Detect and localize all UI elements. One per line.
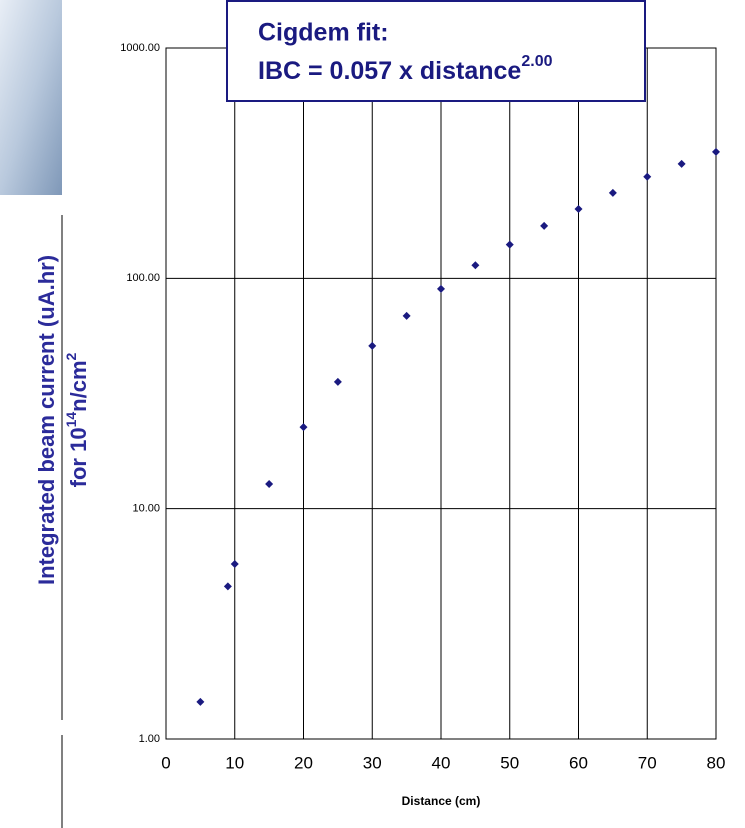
data-point bbox=[368, 342, 376, 350]
x-tick-label: 50 bbox=[500, 753, 519, 772]
plot-area: 1.00 10.00 100.00 1000.00 0 10 20 30 40 50 60 70 80 bbox=[120, 42, 725, 773]
annotation-box bbox=[227, 1, 645, 101]
y-axis-title-part: n/cm bbox=[66, 360, 91, 411]
data-point bbox=[403, 312, 411, 320]
y-tick-label: 1.00 bbox=[139, 733, 160, 745]
annotation-text: IBC = 0.057 x distance bbox=[258, 57, 521, 85]
y-tick-label: 1000.00 bbox=[120, 42, 160, 54]
annotation-line: IBC = 0.057 x distance2.00 bbox=[258, 53, 553, 84]
data-point bbox=[334, 378, 342, 386]
x-tick-label: 20 bbox=[294, 753, 313, 772]
data-point bbox=[575, 205, 583, 213]
data-point bbox=[437, 285, 445, 293]
y-axis-title-line: Integrated beam current (uA.hr) bbox=[34, 255, 59, 585]
x-tick-label: 70 bbox=[638, 753, 657, 772]
x-tick-label: 40 bbox=[432, 753, 451, 772]
data-point bbox=[506, 241, 514, 249]
x-tick-label: 80 bbox=[707, 753, 726, 772]
x-tick-label: 60 bbox=[569, 753, 588, 772]
data-point bbox=[609, 189, 617, 197]
data-point bbox=[678, 160, 686, 168]
data-point bbox=[224, 582, 232, 590]
data-point bbox=[540, 222, 548, 230]
data-point bbox=[231, 560, 239, 568]
annotation-line: Cigdem fit: bbox=[258, 19, 389, 47]
data-point bbox=[300, 423, 308, 431]
y-axis-title-part: for 10 bbox=[66, 427, 91, 487]
y-tick-label: 100.00 bbox=[126, 272, 160, 284]
y-axis-title-sup: 14 bbox=[63, 412, 79, 428]
annotation-exponent: 2.00 bbox=[521, 53, 552, 70]
background-image bbox=[0, 0, 62, 195]
y-tick-label: 10.00 bbox=[132, 503, 160, 515]
x-axis-title: Distance (cm) bbox=[402, 794, 481, 808]
data-point bbox=[196, 698, 204, 706]
y-axis-title-line: for 1014n/cm2 bbox=[63, 352, 91, 487]
data-point bbox=[471, 261, 479, 269]
y-axis-title-sup: 2 bbox=[63, 352, 79, 360]
page: {"chart_data": { "type": "scatter", "ann… bbox=[0, 0, 745, 828]
data-point bbox=[265, 480, 273, 488]
chart: 1.0010.00100.001000.0001020304050607080 … bbox=[0, 0, 745, 828]
data-point bbox=[643, 173, 651, 181]
x-tick-label: 10 bbox=[225, 753, 244, 772]
data-point bbox=[712, 148, 720, 156]
x-tick-label: 0 bbox=[161, 753, 170, 772]
x-tick-label: 30 bbox=[363, 753, 382, 772]
